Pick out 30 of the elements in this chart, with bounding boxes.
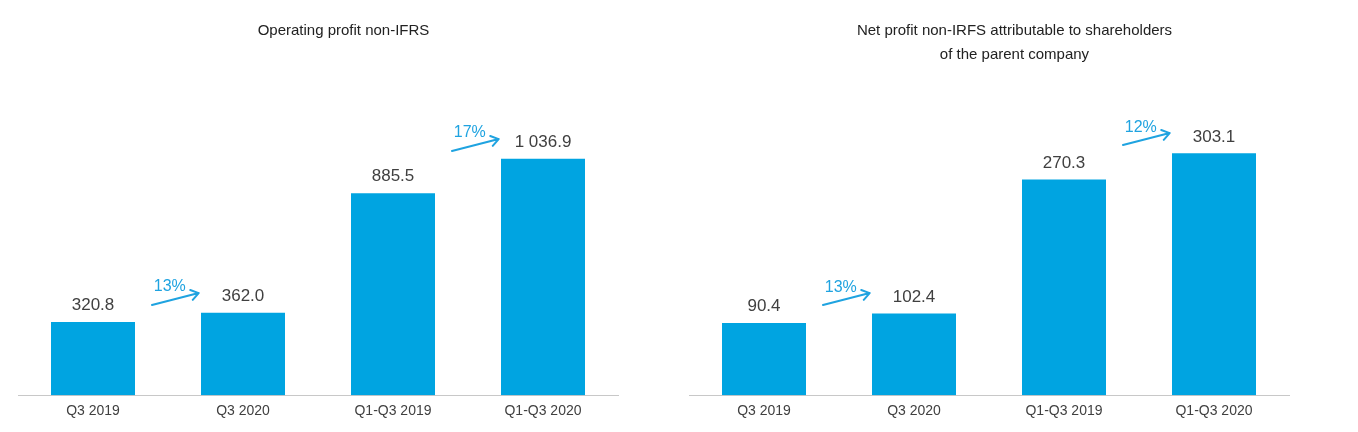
data-label: 270.3 xyxy=(1042,152,1086,172)
annotation: 13% xyxy=(824,277,857,295)
data-label: 362.0 xyxy=(221,285,265,305)
data-label: 1 036.9 xyxy=(514,131,572,151)
bar xyxy=(722,323,806,396)
bar xyxy=(1172,153,1256,396)
data-label: 320.8 xyxy=(71,295,115,315)
bar xyxy=(1022,179,1106,396)
data-label: 303.1 xyxy=(1192,126,1236,146)
bar xyxy=(872,313,956,396)
data-label: 90.4 xyxy=(747,296,781,316)
bar xyxy=(201,312,285,396)
x-tick-label: Q3 2020 xyxy=(216,402,271,419)
annotation: 13% xyxy=(153,277,186,295)
x-tick-label: Q1-Q3 2019 xyxy=(1025,402,1103,419)
x-tick-label: Q1-Q3 2020 xyxy=(504,402,582,419)
x-tick-label: Q3 2019 xyxy=(737,402,792,419)
data-label: 885.5 xyxy=(371,166,415,186)
chart-title: Operating profit non-IFRS xyxy=(256,20,431,40)
data-label: 102.4 xyxy=(892,286,936,306)
text: 17% xyxy=(453,123,486,141)
chart-title: Net profit non-IRFS attributable to shareholders of the parent company xyxy=(855,20,1174,64)
bar xyxy=(51,322,135,396)
x-tick-label: Q3 2020 xyxy=(887,402,942,419)
bar xyxy=(351,193,435,396)
x-tick-label: Q1-Q3 2020 xyxy=(1175,402,1253,419)
text: 12% xyxy=(1124,117,1157,135)
x-tick-label: Q1-Q3 2019 xyxy=(354,402,432,419)
x-tick-label: Q3 2019 xyxy=(66,402,121,419)
bar xyxy=(501,158,585,396)
